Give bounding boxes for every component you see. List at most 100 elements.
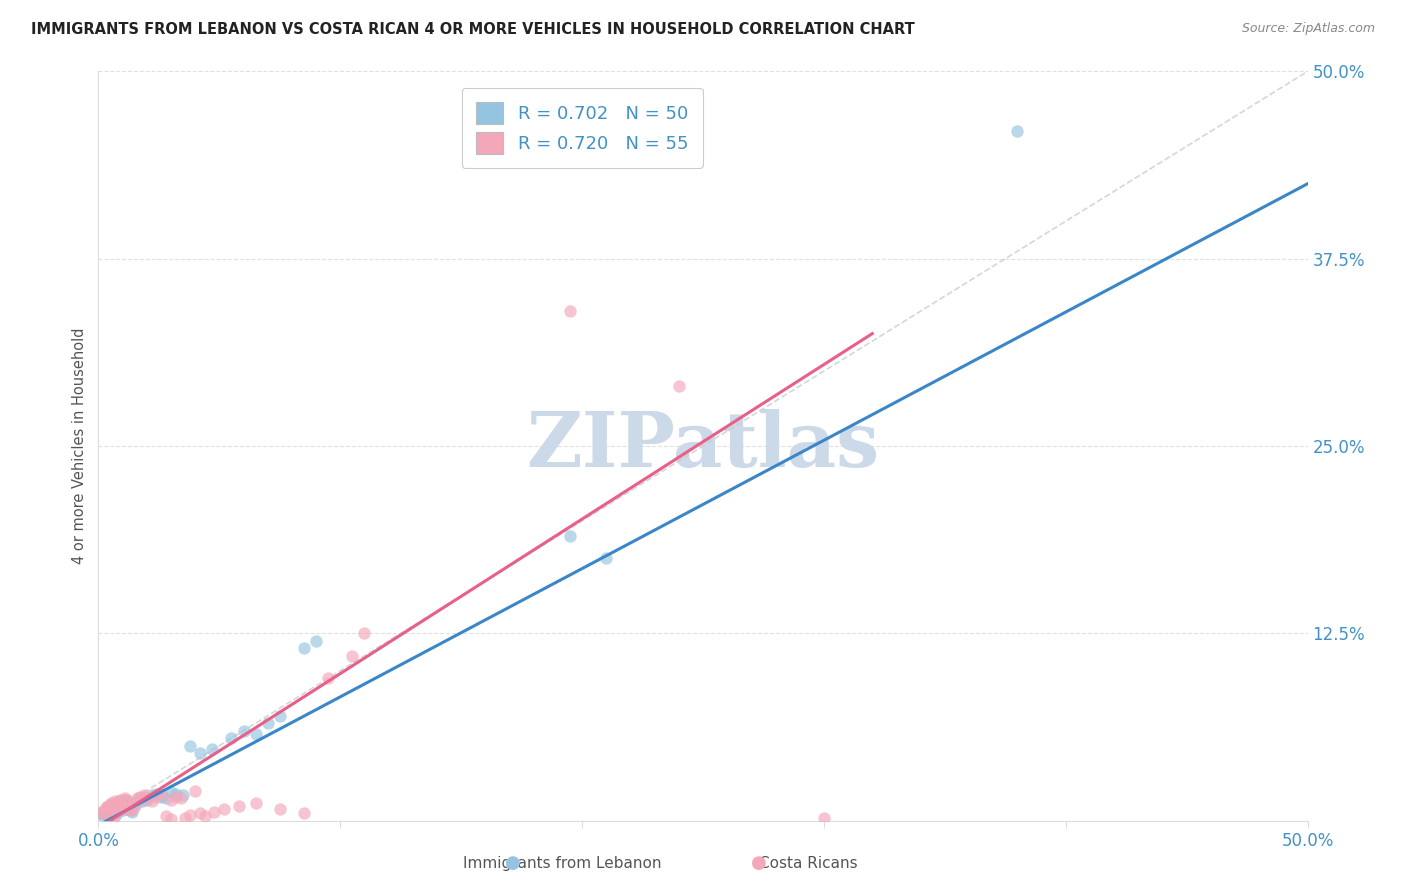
Point — [124, 798, 146, 813]
Point — [90, 805, 112, 819]
Point — [145, 787, 167, 801]
Point — [91, 807, 114, 822]
Point — [91, 806, 114, 821]
Point — [104, 794, 127, 808]
Point — [101, 797, 124, 812]
Point — [107, 803, 129, 817]
Point — [245, 796, 267, 810]
Point — [111, 794, 134, 808]
Point — [121, 803, 143, 817]
Point — [188, 806, 211, 821]
Text: ZIPatlas: ZIPatlas — [526, 409, 880, 483]
Y-axis label: 4 or more Vehicles in Household: 4 or more Vehicles in Household — [72, 327, 87, 565]
Point — [127, 792, 149, 806]
Point — [135, 791, 157, 805]
Point — [97, 807, 120, 822]
Point — [165, 787, 187, 801]
Point — [813, 811, 835, 825]
Point — [174, 811, 197, 825]
Point — [160, 792, 183, 806]
Point — [117, 802, 139, 816]
Point — [292, 806, 315, 821]
Point — [292, 641, 315, 656]
Point — [114, 792, 136, 806]
Point — [101, 805, 124, 819]
Point — [184, 783, 207, 797]
Point — [316, 671, 339, 685]
Point — [118, 803, 141, 817]
Point — [104, 807, 127, 822]
Text: Costa Ricans: Costa Ricans — [759, 856, 858, 871]
Point — [256, 716, 278, 731]
Point — [342, 648, 364, 663]
Point — [107, 796, 129, 810]
Point — [101, 806, 124, 821]
Point — [108, 792, 131, 806]
Point — [232, 723, 254, 738]
Point — [107, 805, 129, 819]
Point — [155, 791, 177, 805]
Point — [97, 798, 120, 813]
Point — [150, 789, 173, 804]
Point — [131, 792, 153, 806]
Point — [94, 803, 117, 817]
Legend: R = 0.702   N = 50, R = 0.720   N = 55: R = 0.702 N = 50, R = 0.720 N = 55 — [461, 88, 703, 168]
Point — [100, 803, 122, 817]
Point — [150, 787, 173, 801]
Point — [160, 785, 183, 799]
Point — [131, 794, 153, 808]
Point — [108, 802, 131, 816]
Point — [117, 794, 139, 808]
Point — [124, 797, 146, 812]
Point — [204, 805, 226, 819]
Point — [353, 626, 375, 640]
Point — [94, 800, 117, 814]
Point — [135, 792, 157, 806]
Point — [111, 796, 134, 810]
Point — [97, 809, 120, 823]
Point — [221, 731, 243, 746]
Point — [108, 800, 131, 814]
Text: Immigrants from Lebanon: Immigrants from Lebanon — [463, 856, 662, 871]
Point — [108, 794, 131, 808]
Point — [141, 788, 163, 802]
Point — [104, 796, 127, 810]
Point — [117, 792, 139, 806]
Point — [111, 802, 134, 816]
Point — [127, 791, 149, 805]
Point — [558, 529, 581, 543]
Point — [201, 741, 224, 756]
Point — [134, 788, 156, 802]
Point — [117, 800, 139, 814]
Point — [128, 791, 150, 805]
Point — [245, 727, 267, 741]
Point — [100, 802, 122, 816]
Point — [121, 805, 143, 819]
Point — [118, 802, 141, 816]
Point — [145, 789, 167, 804]
Point — [97, 800, 120, 814]
Point — [305, 633, 328, 648]
Point — [100, 797, 122, 812]
Point — [179, 739, 201, 753]
Point — [179, 807, 201, 822]
Point — [212, 802, 235, 816]
Point — [94, 805, 117, 819]
Point — [114, 798, 136, 813]
Text: ●: ● — [751, 855, 768, 872]
Point — [101, 798, 124, 813]
Point — [94, 802, 117, 816]
Point — [90, 806, 112, 821]
Point — [100, 796, 122, 810]
Point — [558, 304, 581, 318]
Point — [155, 809, 177, 823]
Point — [165, 789, 187, 804]
Text: ●: ● — [505, 855, 522, 872]
Point — [595, 551, 617, 566]
Point — [169, 791, 191, 805]
Point — [172, 788, 194, 802]
Point — [114, 791, 136, 805]
Point — [104, 809, 127, 823]
Point — [141, 794, 163, 808]
Point — [160, 812, 183, 826]
